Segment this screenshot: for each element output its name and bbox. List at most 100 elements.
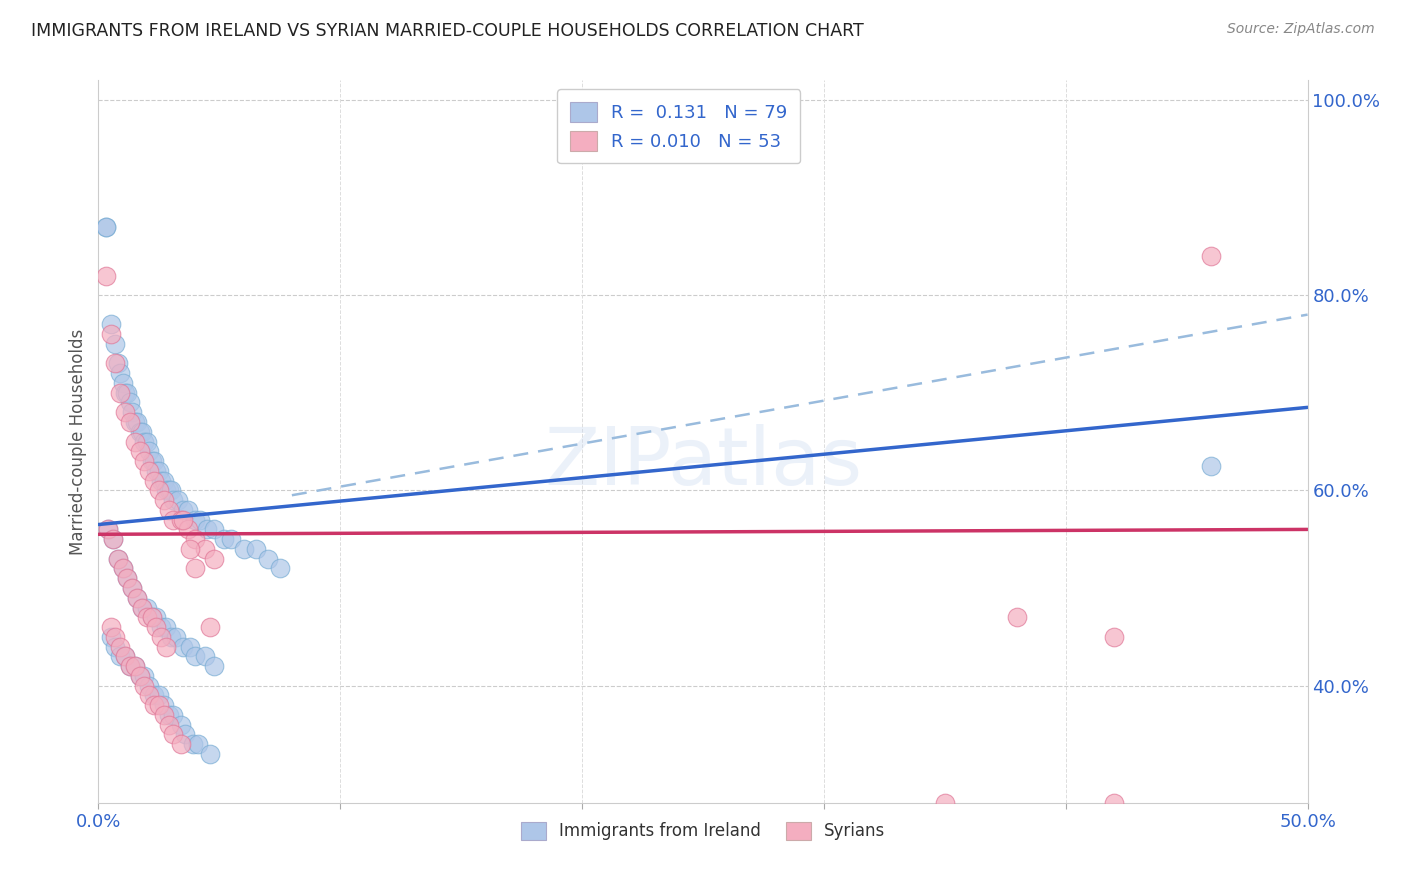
Point bbox=[204, 551, 226, 566]
Point bbox=[198, 747, 221, 761]
Point bbox=[141, 610, 163, 624]
Point bbox=[134, 679, 156, 693]
Point bbox=[169, 513, 191, 527]
Point bbox=[128, 425, 150, 439]
Point bbox=[104, 356, 127, 370]
Point bbox=[111, 561, 134, 575]
Point bbox=[121, 581, 143, 595]
Point bbox=[221, 532, 243, 546]
Point bbox=[101, 532, 124, 546]
Point bbox=[114, 649, 136, 664]
Point bbox=[212, 532, 235, 546]
Point bbox=[104, 640, 127, 654]
Point bbox=[145, 464, 167, 478]
Point bbox=[148, 483, 170, 498]
Point bbox=[157, 483, 180, 498]
Point bbox=[1199, 458, 1222, 473]
Point bbox=[118, 415, 141, 429]
Point bbox=[152, 698, 174, 713]
Point bbox=[117, 571, 139, 585]
Text: Source: ZipAtlas.com: Source: ZipAtlas.com bbox=[1227, 22, 1375, 37]
Point bbox=[143, 698, 166, 713]
Point bbox=[118, 395, 141, 409]
Point bbox=[232, 541, 254, 556]
Point bbox=[167, 493, 190, 508]
Point bbox=[194, 649, 217, 664]
Point bbox=[150, 620, 173, 634]
Point bbox=[172, 640, 194, 654]
Point bbox=[127, 591, 149, 605]
Point bbox=[138, 689, 160, 703]
Point bbox=[269, 561, 291, 575]
Point bbox=[135, 610, 157, 624]
Point bbox=[107, 356, 129, 370]
Point bbox=[204, 659, 226, 673]
Point bbox=[169, 717, 191, 731]
Point bbox=[184, 513, 207, 527]
Point bbox=[145, 620, 167, 634]
Point bbox=[198, 620, 221, 634]
Point bbox=[195, 523, 218, 537]
Point bbox=[117, 385, 139, 400]
Point bbox=[157, 707, 180, 722]
Point bbox=[177, 523, 200, 537]
Text: ZIPatlas: ZIPatlas bbox=[544, 425, 862, 502]
Point bbox=[94, 219, 117, 234]
Point bbox=[184, 649, 207, 664]
Point bbox=[107, 551, 129, 566]
Point bbox=[114, 385, 136, 400]
Point bbox=[152, 474, 174, 488]
Point bbox=[187, 737, 209, 751]
Point bbox=[155, 620, 177, 634]
Point bbox=[162, 493, 184, 508]
Point bbox=[100, 620, 122, 634]
Point bbox=[174, 727, 197, 741]
Point bbox=[108, 640, 131, 654]
Point bbox=[114, 405, 136, 419]
Point bbox=[121, 405, 143, 419]
Point bbox=[160, 483, 183, 498]
Point bbox=[134, 434, 156, 449]
Point bbox=[128, 669, 150, 683]
Point bbox=[117, 571, 139, 585]
Point bbox=[245, 541, 267, 556]
Point bbox=[108, 385, 131, 400]
Point bbox=[179, 640, 201, 654]
Point bbox=[145, 610, 167, 624]
Point bbox=[94, 219, 117, 234]
Point bbox=[148, 698, 170, 713]
Point bbox=[128, 669, 150, 683]
Point bbox=[143, 454, 166, 468]
Point bbox=[135, 600, 157, 615]
Point bbox=[111, 376, 134, 390]
Point bbox=[184, 561, 207, 575]
Point bbox=[131, 600, 153, 615]
Point bbox=[184, 532, 207, 546]
Point bbox=[121, 581, 143, 595]
Point bbox=[127, 415, 149, 429]
Point bbox=[118, 659, 141, 673]
Point bbox=[150, 630, 173, 644]
Point bbox=[204, 523, 226, 537]
Point bbox=[141, 454, 163, 468]
Point bbox=[152, 707, 174, 722]
Point bbox=[143, 689, 166, 703]
Point bbox=[104, 630, 127, 644]
Point bbox=[124, 415, 146, 429]
Point bbox=[152, 493, 174, 508]
Point bbox=[162, 727, 184, 741]
Point bbox=[128, 444, 150, 458]
Point bbox=[181, 737, 204, 751]
Point bbox=[97, 523, 120, 537]
Point bbox=[177, 503, 200, 517]
Point bbox=[172, 503, 194, 517]
Point bbox=[194, 541, 217, 556]
Point bbox=[97, 523, 120, 537]
Point bbox=[150, 474, 173, 488]
Point bbox=[134, 669, 156, 683]
Y-axis label: Married-couple Households: Married-couple Households bbox=[69, 328, 87, 555]
Point bbox=[148, 464, 170, 478]
Point bbox=[256, 551, 278, 566]
Point bbox=[108, 366, 131, 380]
Point bbox=[188, 513, 211, 527]
